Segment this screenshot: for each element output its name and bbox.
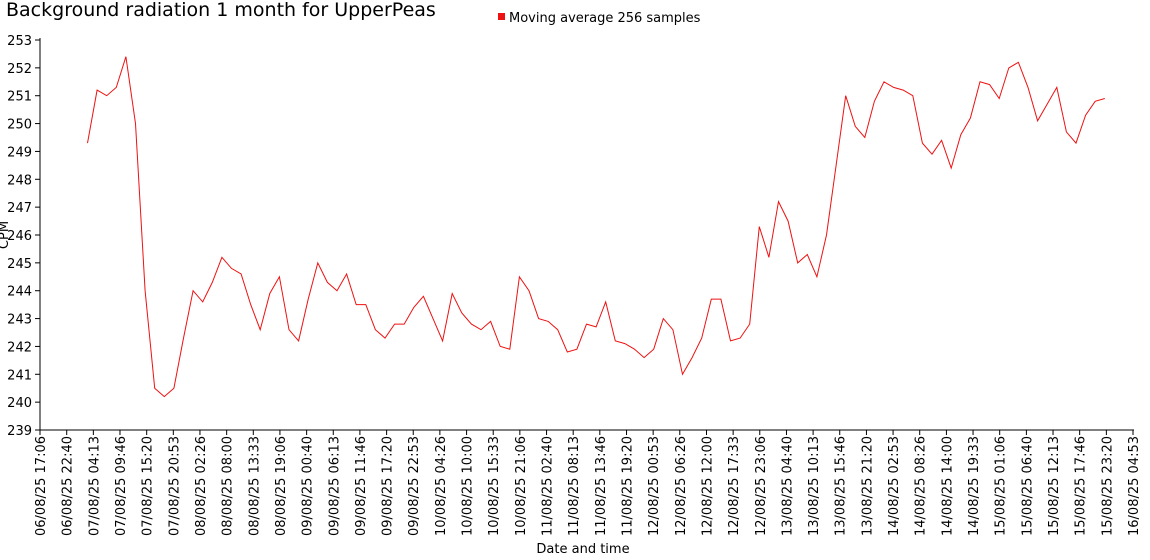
x-tick-label: 14/08/25 19:33 <box>967 436 982 536</box>
x-tick-label: 12/08/25 00:53 <box>647 436 662 536</box>
y-tick-label: 243 <box>7 313 32 328</box>
x-tick-label: 14/08/25 02:53 <box>887 436 902 536</box>
x-tick-label: 15/08/25 17:46 <box>1074 436 1089 536</box>
x-tick-label: 08/08/25 08:00 <box>221 436 236 536</box>
x-tick-label: 13/08/25 04:40 <box>780 436 795 536</box>
y-tick-label: 242 <box>7 340 32 355</box>
x-tick-label: 13/08/25 21:20 <box>860 436 875 536</box>
y-tick-label: 245 <box>7 257 32 272</box>
x-tick-label: 12/08/25 12:00 <box>701 436 716 536</box>
x-tick-label: 10/08/25 15:33 <box>487 436 502 536</box>
y-tick-label: 244 <box>7 285 32 300</box>
x-tick-label: 07/08/25 09:46 <box>114 436 129 536</box>
y-tick-label: 250 <box>7 118 32 133</box>
y-tick-label: 251 <box>7 90 32 105</box>
x-tick-label: 08/08/25 02:26 <box>194 436 209 536</box>
x-tick-label: 15/08/25 06:40 <box>1020 436 1035 536</box>
x-tick-label: 13/08/25 15:46 <box>834 436 849 536</box>
x-tick-label: 10/08/25 21:06 <box>514 436 529 536</box>
y-tick-label: 253 <box>7 34 32 49</box>
y-axis-label: CPM <box>0 221 12 249</box>
x-tick-label: 15/08/25 01:06 <box>994 436 1009 536</box>
x-tick-label: 10/08/25 04:26 <box>434 436 449 536</box>
y-tick-label: 248 <box>7 173 32 188</box>
x-axis-label: Date and time <box>536 542 629 557</box>
x-tick-label: 09/08/25 22:53 <box>407 436 422 536</box>
x-tick-label: 11/08/25 02:40 <box>541 436 556 536</box>
data-line <box>87 56 1105 398</box>
x-tick-label: 11/08/25 08:13 <box>567 436 582 536</box>
x-tick-label: 11/08/25 13:46 <box>594 436 609 536</box>
y-tick-label: 249 <box>7 145 32 160</box>
x-tick-label: 15/08/25 23:20 <box>1100 436 1115 536</box>
x-tick-label: 15/08/25 12:13 <box>1047 436 1062 536</box>
x-tick-label: 12/08/25 06:26 <box>674 436 689 536</box>
x-tick-label: 08/08/25 13:33 <box>247 436 262 536</box>
x-tick-label: 09/08/25 00:40 <box>301 436 316 536</box>
x-tick-label: 06/08/25 17:06 <box>34 436 49 536</box>
x-tick-label: 07/08/25 15:20 <box>141 436 156 536</box>
legend-label: Moving average 256 samples <box>509 11 701 26</box>
y-tick-label: 241 <box>7 368 32 383</box>
x-tick-label: 12/08/25 17:33 <box>727 436 742 536</box>
x-tick-label: 14/08/25 08:26 <box>914 436 929 536</box>
x-tick-label: 09/08/25 17:20 <box>381 436 396 536</box>
x-tick-label: 06/08/25 22:40 <box>61 436 76 536</box>
x-tick-label: 11/08/25 19:20 <box>621 436 636 536</box>
x-tick-label: 13/08/25 10:13 <box>807 436 822 536</box>
y-tick-label: 252 <box>7 62 32 77</box>
x-tick-label: 07/08/25 20:53 <box>167 436 182 536</box>
x-tick-label: 09/08/25 11:46 <box>354 436 369 536</box>
x-tick-label: 07/08/25 04:13 <box>87 436 102 536</box>
y-tick-label: 247 <box>7 201 32 216</box>
x-tick-label: 09/08/25 06:13 <box>327 436 342 536</box>
x-tick-label: 12/08/25 23:06 <box>754 436 769 536</box>
x-tick-label: 08/08/25 19:06 <box>274 436 289 536</box>
y-tick-label: 240 <box>7 396 32 411</box>
x-tick-label: 16/08/25 04:53 <box>1127 436 1142 536</box>
y-tick-label: 246 <box>7 229 32 244</box>
legend-swatch <box>498 13 505 20</box>
chart-title: Background radiation 1 month for UpperPe… <box>6 0 436 21</box>
y-tick-label: 239 <box>7 424 32 439</box>
x-tick-label: 10/08/25 10:00 <box>461 436 476 536</box>
x-tick-label: 14/08/25 14:00 <box>940 436 955 536</box>
